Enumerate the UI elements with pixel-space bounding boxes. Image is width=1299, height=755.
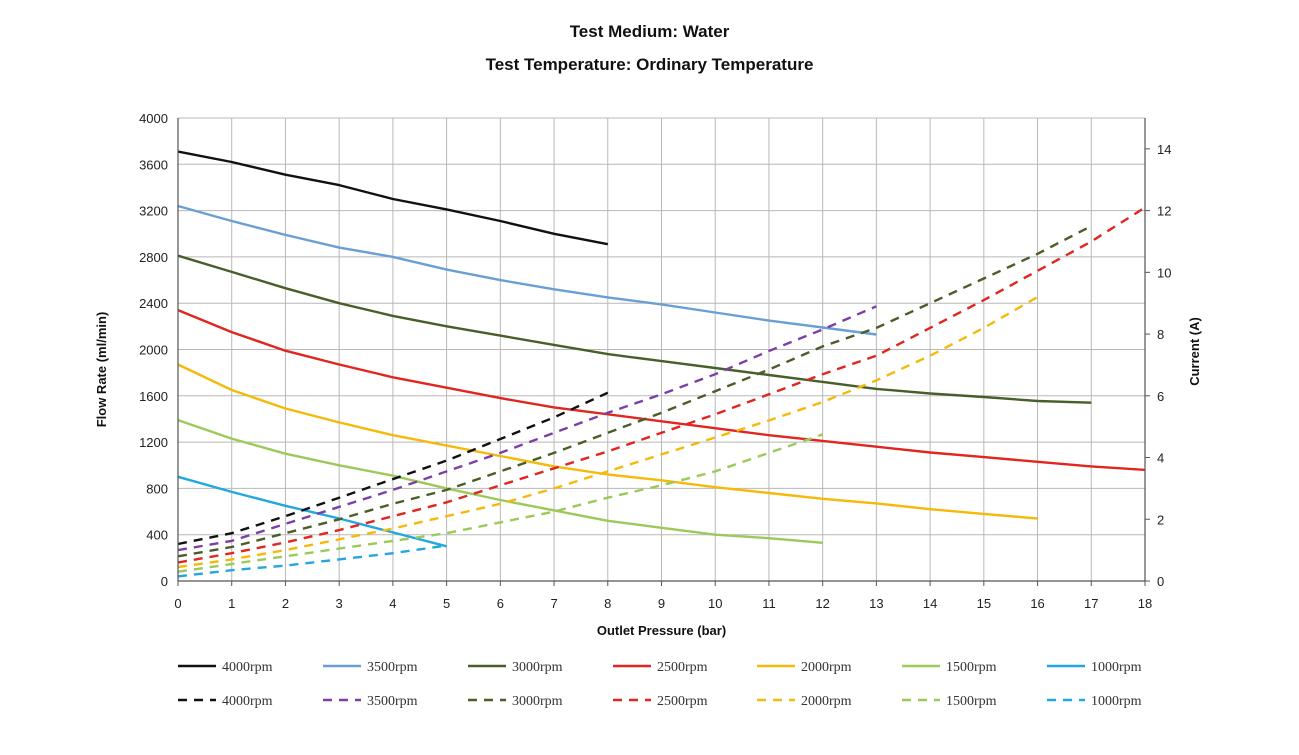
y2-tick-label: 10 [1157,265,1171,280]
legend-label: 1500rpm [946,694,997,709]
x-tick-label: 1 [228,596,235,611]
x-tick-label: 17 [1084,596,1098,611]
x-tick-label: 10 [708,596,722,611]
legend-label: 4000rpm [222,660,273,675]
legend-label: 1000rpm [1091,694,1142,709]
legend-label: 1000rpm [1091,660,1142,675]
series-lines [177,150,1146,578]
series-line-3500rpm-dashed [177,305,877,552]
y-tick-label: 1200 [139,435,168,450]
series-line-2000rpm-solid [177,363,1038,520]
x-axis-label: Outlet Pressure (bar) [597,623,726,638]
legend-label: 4000rpm [222,694,273,709]
series-line-2500rpm-solid [177,308,1146,472]
x-tick-label: 3 [336,596,343,611]
x-tick-label: 18 [1138,596,1152,611]
legend-label: 2000rpm [801,660,852,675]
series-line-4000rpm-solid [177,150,609,246]
legend-label: 3000rpm [512,660,563,675]
x-tick-label: 12 [815,596,829,611]
series-line-1000rpm-solid [177,475,447,548]
y-tick-label: 3600 [139,157,168,172]
x-tick-label: 2 [282,596,289,611]
x-tick-label: 15 [977,596,991,611]
series-line-4000rpm-dashed [177,391,609,546]
y2-tick-label: 2 [1157,512,1164,527]
y-tick-label: 2400 [139,296,168,311]
legend: 4000rpm 3500rpm 3000rpm 2500rpm 2000rpm 1500r… [178,660,1142,709]
series-line-1500rpm-dashed [177,433,824,573]
series-line-2000rpm-dashed [177,295,1039,569]
x-tick-label: 0 [174,596,181,611]
y2-tick-label: 12 [1157,204,1171,219]
y-tick-label: 4000 [139,111,168,126]
chart-subtitle: Test Temperature: Ordinary Temperature [485,55,814,74]
legend-label: 3000rpm [512,694,563,709]
series-line-2500rpm-dashed [177,206,1146,564]
x-tick-label: 13 [869,596,883,611]
legend-label: 2000rpm [801,694,852,709]
y2-tick-label: 8 [1157,327,1164,342]
x-tick-label: 11 [762,596,776,611]
x-tick-label: 16 [1030,596,1044,611]
y2-tick-label: 0 [1157,574,1164,589]
legend-label: 3500rpm [367,660,418,675]
x-tick-label: 6 [497,596,504,611]
axes: 0 1 2 3 4 5 6 7 8 9 10 11 12 13 14 15 16 17 18040080012001… [94,111,1202,638]
series-line-1500rpm-solid [177,418,823,544]
series-line-3000rpm-dashed [177,224,1092,558]
series-line-1000rpm-dashed [177,544,447,578]
series-line-3500rpm-solid [177,204,877,336]
x-tick-label: 7 [550,596,557,611]
legend-label: 2500rpm [657,660,708,675]
y2-axis-label: Current (A) [1187,317,1202,386]
y-axis-label: Flow Rate (ml/min) [94,312,109,428]
y2-tick-label: 4 [1157,451,1164,466]
series-line-3000rpm-solid [177,254,1092,404]
y2-tick-label: 14 [1157,142,1171,157]
x-tick-label: 8 [604,596,611,611]
y-tick-label: 400 [146,528,168,543]
x-tick-label: 14 [923,596,937,611]
y-tick-label: 0 [161,574,168,589]
y2-tick-label: 6 [1157,389,1164,404]
legend-label: 2500rpm [657,694,708,709]
legend-label: 1500rpm [946,660,997,675]
y-tick-label: 800 [146,481,168,496]
x-tick-label: 4 [389,596,396,611]
x-tick-label: 5 [443,596,450,611]
y-tick-label: 3200 [139,204,168,219]
legend-label: 3500rpm [367,694,418,709]
y-tick-label: 2800 [139,250,168,265]
x-tick-label: 9 [658,596,665,611]
y-tick-label: 1600 [139,389,168,404]
y-tick-label: 2000 [139,343,168,358]
chart-title: Test Medium: Water [569,22,730,41]
